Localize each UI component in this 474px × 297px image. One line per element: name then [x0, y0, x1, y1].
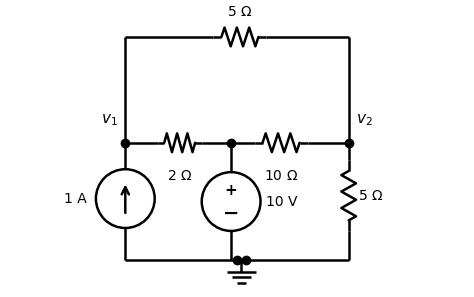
Text: $v_1$: $v_1$ — [101, 112, 118, 128]
Text: 5 $\Omega$: 5 $\Omega$ — [227, 5, 253, 19]
Text: +: + — [225, 183, 237, 198]
Text: 1 A: 1 A — [64, 192, 87, 206]
Text: 10 $\Omega$: 10 $\Omega$ — [264, 169, 298, 183]
Text: 5 $\Omega$: 5 $\Omega$ — [357, 189, 383, 203]
Text: $v_2$: $v_2$ — [356, 112, 373, 128]
Text: 2 $\Omega$: 2 $\Omega$ — [167, 169, 192, 183]
Text: −: − — [223, 204, 239, 223]
Text: 10 V: 10 V — [266, 195, 298, 208]
